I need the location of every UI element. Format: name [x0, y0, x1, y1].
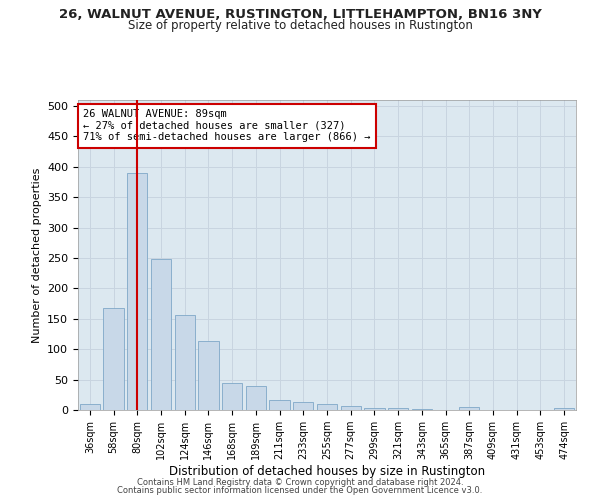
Bar: [127, 173, 148, 410]
X-axis label: Distribution of detached houses by size in Rustington: Distribution of detached houses by size …: [169, 465, 485, 478]
Text: 26, WALNUT AVENUE, RUSTINGTON, LITTLEHAMPTON, BN16 3NY: 26, WALNUT AVENUE, RUSTINGTON, LITTLEHAM…: [59, 8, 541, 20]
Bar: [80, 404, 100, 410]
Bar: [554, 408, 574, 410]
Bar: [269, 400, 290, 410]
Text: Contains HM Land Registry data © Crown copyright and database right 2024.: Contains HM Land Registry data © Crown c…: [137, 478, 463, 487]
Bar: [103, 308, 124, 410]
Bar: [412, 409, 432, 410]
Bar: [246, 386, 266, 410]
Bar: [459, 407, 479, 410]
Bar: [175, 314, 195, 410]
Bar: [199, 342, 218, 410]
Bar: [341, 406, 361, 410]
Bar: [317, 404, 337, 410]
Text: Contains public sector information licensed under the Open Government Licence v3: Contains public sector information licen…: [118, 486, 482, 495]
Bar: [388, 408, 408, 410]
Bar: [151, 260, 171, 410]
Bar: [293, 402, 313, 410]
Bar: [222, 384, 242, 410]
Bar: [364, 408, 385, 410]
Y-axis label: Number of detached properties: Number of detached properties: [32, 168, 41, 342]
Text: Size of property relative to detached houses in Rustington: Size of property relative to detached ho…: [128, 18, 472, 32]
Text: 26 WALNUT AVENUE: 89sqm
← 27% of detached houses are smaller (327)
71% of semi-d: 26 WALNUT AVENUE: 89sqm ← 27% of detache…: [83, 110, 370, 142]
